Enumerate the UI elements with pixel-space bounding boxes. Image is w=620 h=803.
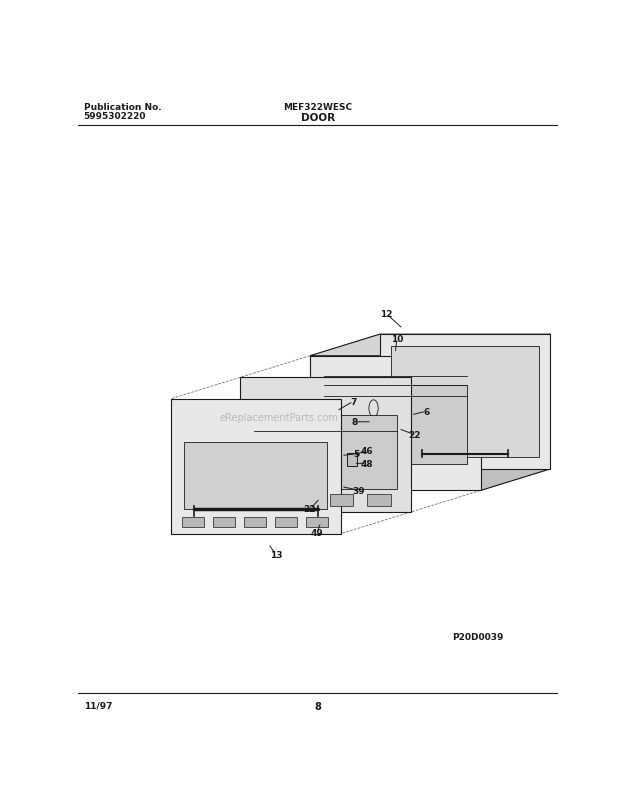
Text: 39: 39: [353, 486, 365, 495]
Polygon shape: [170, 399, 341, 534]
Polygon shape: [306, 517, 328, 528]
Text: 11/97: 11/97: [84, 701, 112, 710]
Text: 10: 10: [391, 335, 403, 344]
Text: 46: 46: [360, 446, 373, 455]
Text: DOOR: DOOR: [301, 113, 335, 124]
Text: 5: 5: [353, 450, 360, 459]
Text: MEF322WESC: MEF322WESC: [283, 103, 352, 112]
Text: 22: 22: [304, 505, 316, 514]
Polygon shape: [293, 494, 316, 506]
Polygon shape: [182, 517, 204, 528]
Text: 12: 12: [379, 309, 392, 319]
Text: 7: 7: [350, 397, 356, 406]
Text: 8: 8: [314, 701, 321, 711]
Polygon shape: [391, 346, 539, 458]
Polygon shape: [330, 494, 353, 506]
Polygon shape: [213, 517, 235, 528]
Polygon shape: [310, 335, 551, 357]
Text: 49: 49: [311, 528, 324, 538]
Polygon shape: [480, 335, 551, 491]
Polygon shape: [185, 442, 327, 509]
Text: Publication No.: Publication No.: [84, 103, 161, 112]
Text: 22: 22: [409, 430, 421, 439]
Polygon shape: [367, 494, 391, 506]
Polygon shape: [324, 386, 467, 464]
Polygon shape: [379, 335, 551, 469]
Text: 48: 48: [360, 459, 373, 468]
Polygon shape: [254, 415, 397, 489]
Text: 8: 8: [351, 418, 357, 426]
Polygon shape: [255, 494, 279, 506]
Text: 13: 13: [270, 550, 282, 559]
Text: P20D0039: P20D0039: [453, 633, 503, 642]
Text: 6: 6: [423, 407, 430, 416]
Polygon shape: [244, 517, 266, 528]
Polygon shape: [310, 357, 480, 491]
Text: 5995302220: 5995302220: [84, 112, 146, 120]
Text: eReplacementParts.com: eReplacementParts.com: [220, 413, 339, 423]
Polygon shape: [241, 378, 410, 512]
Polygon shape: [347, 454, 356, 466]
Polygon shape: [275, 517, 297, 528]
